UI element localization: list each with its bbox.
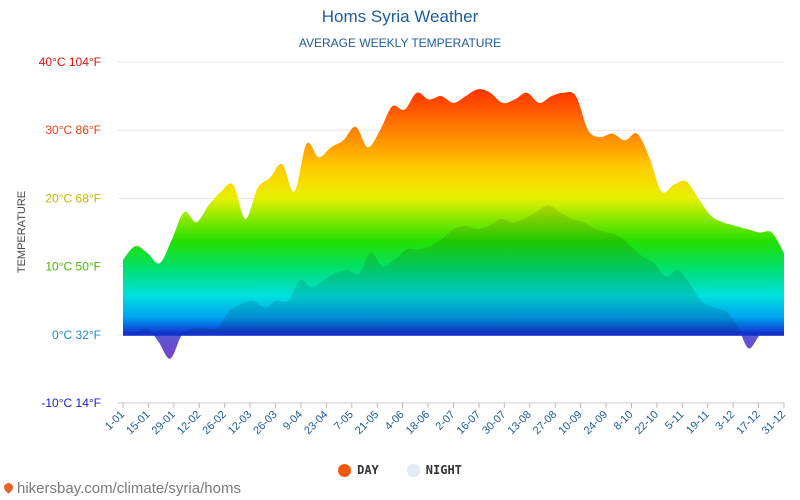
source-link[interactable]: hikersbay.com/climate/syria/homs — [2, 480, 241, 497]
legend-label-night: NIGHT — [425, 463, 462, 477]
x-tick-label: 12-02 — [175, 409, 203, 437]
y-tick-label: 10°C 50°F — [45, 260, 101, 274]
x-tick-label: 27-08 — [531, 409, 559, 437]
y-axis-label: TEMPERATURE — [16, 191, 28, 273]
x-tick-label: 5-11 — [663, 409, 686, 432]
chart-legend: DAY NIGHT — [0, 463, 800, 477]
location-pin-icon — [2, 481, 15, 494]
source-text: hikersbay.com/climate/syria/homs — [17, 480, 241, 497]
y-tick-label: 0°C 32°F — [52, 328, 101, 342]
x-tick-label: 12-03 — [226, 409, 254, 437]
x-tick-label: 17-12 — [734, 409, 762, 437]
legend-dot-day — [338, 463, 352, 477]
y-tick-label: 30°C 86°F — [45, 123, 101, 137]
zero-baseline — [123, 331, 784, 336]
x-tick-label: 26-03 — [251, 409, 279, 437]
x-tick-label: 21-05 — [353, 409, 381, 437]
x-tick-label: 26-02 — [200, 409, 228, 437]
x-tick-label: 30-07 — [480, 409, 508, 437]
x-tick-label: 29-01 — [150, 409, 178, 437]
x-tick-label: 23-04 — [302, 409, 330, 437]
legend-item-night[interactable]: NIGHT — [406, 463, 462, 477]
legend-item-day[interactable]: DAY — [338, 463, 379, 477]
x-tick-label: 19-11 — [684, 409, 712, 437]
x-tick-label: 15-01 — [124, 409, 152, 437]
x-tick-label: 13-08 — [506, 409, 534, 437]
x-tick-label: 18-06 — [404, 409, 432, 437]
legend-dot-night — [406, 463, 420, 477]
x-tick-label: 22-10 — [633, 409, 661, 437]
chart-subtitle: AVERAGE WEEKLY TEMPERATURE — [298, 36, 502, 50]
x-tick-label: 24-09 — [582, 409, 610, 437]
night-series-area — [134, 205, 773, 335]
y-tick-label: 20°C 68°F — [45, 191, 101, 205]
x-tick-label: 31-12 — [760, 409, 788, 437]
legend-label-day: DAY — [357, 463, 379, 477]
y-tick-label: 40°C 104°F — [39, 55, 101, 69]
y-tick-label: -10°C 14°F — [41, 396, 101, 410]
x-tick-label: 16-07 — [455, 409, 483, 437]
chart-title: Homs Syria Weather — [321, 7, 479, 26]
x-tick-label: 10-09 — [556, 409, 584, 437]
